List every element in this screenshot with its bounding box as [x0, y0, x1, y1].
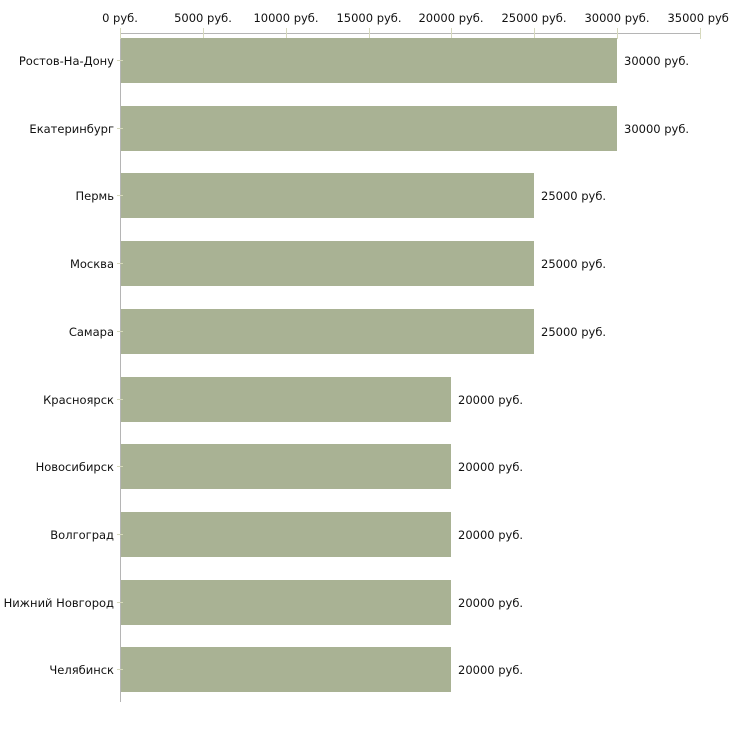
bar — [121, 647, 451, 692]
y-axis-tick — [117, 263, 123, 264]
bar — [121, 241, 534, 286]
y-axis-tick — [117, 60, 123, 61]
y-axis-tick — [117, 466, 123, 467]
y-axis-tick — [117, 195, 123, 196]
x-axis-tick — [286, 28, 287, 39]
category-label: Челябинск — [49, 663, 114, 677]
x-axis-tick-label: 10000 руб. — [253, 11, 319, 25]
x-axis-tick-label: 30000 руб. — [584, 11, 650, 25]
bar — [121, 309, 534, 354]
value-label: 20000 руб. — [458, 596, 524, 610]
x-axis-tick-label: 0 руб. — [102, 11, 138, 25]
category-label: Ростов-На-Дону — [18, 54, 114, 68]
category-label: Новосибирск — [35, 460, 114, 474]
value-label: 20000 руб. — [458, 393, 524, 407]
value-label: 25000 руб. — [541, 325, 607, 339]
value-label: 25000 руб. — [541, 257, 607, 271]
x-axis-tick-label: 15000 руб. — [336, 11, 402, 25]
x-axis-line — [120, 33, 701, 34]
y-axis-tick — [117, 399, 123, 400]
x-axis-tick — [617, 28, 618, 39]
value-label: 20000 руб. — [458, 663, 524, 677]
x-axis-tick-label: 20000 руб. — [418, 11, 484, 25]
y-axis-tick — [117, 534, 123, 535]
bar — [121, 377, 451, 422]
category-label: Самара — [68, 325, 114, 339]
x-axis-tick-label: 25000 руб. — [501, 11, 567, 25]
y-axis-line — [120, 33, 121, 702]
value-label: 20000 руб. — [458, 460, 524, 474]
x-axis-tick — [700, 28, 701, 39]
x-axis-tick — [369, 28, 370, 39]
x-axis-tick-label: 5000 руб. — [174, 11, 232, 25]
x-axis-tick — [120, 28, 121, 39]
category-label: Красноярск — [43, 393, 114, 407]
bar — [121, 106, 617, 151]
x-axis-tick-label: 35000 руб. — [667, 11, 730, 25]
bar — [121, 580, 451, 625]
bar — [121, 38, 617, 83]
value-label: 30000 руб. — [624, 122, 690, 136]
x-axis-tick — [203, 28, 204, 39]
y-axis-tick — [117, 128, 123, 129]
y-axis-tick — [117, 331, 123, 332]
x-axis-tick — [451, 28, 452, 39]
x-axis-tick — [534, 28, 535, 39]
category-label: Пермь — [75, 189, 114, 203]
category-label: Екатеринбург — [29, 122, 114, 136]
y-axis-tick — [117, 602, 123, 603]
bar — [121, 512, 451, 557]
category-label: Москва — [69, 257, 114, 271]
bar — [121, 444, 451, 489]
bar — [121, 173, 534, 218]
value-label: 30000 руб. — [624, 54, 690, 68]
value-label: 25000 руб. — [541, 189, 607, 203]
category-label: Нижний Новгород — [3, 596, 114, 610]
category-label: Волгоград — [50, 528, 114, 542]
value-label: 20000 руб. — [458, 528, 524, 542]
y-axis-tick — [117, 669, 123, 670]
